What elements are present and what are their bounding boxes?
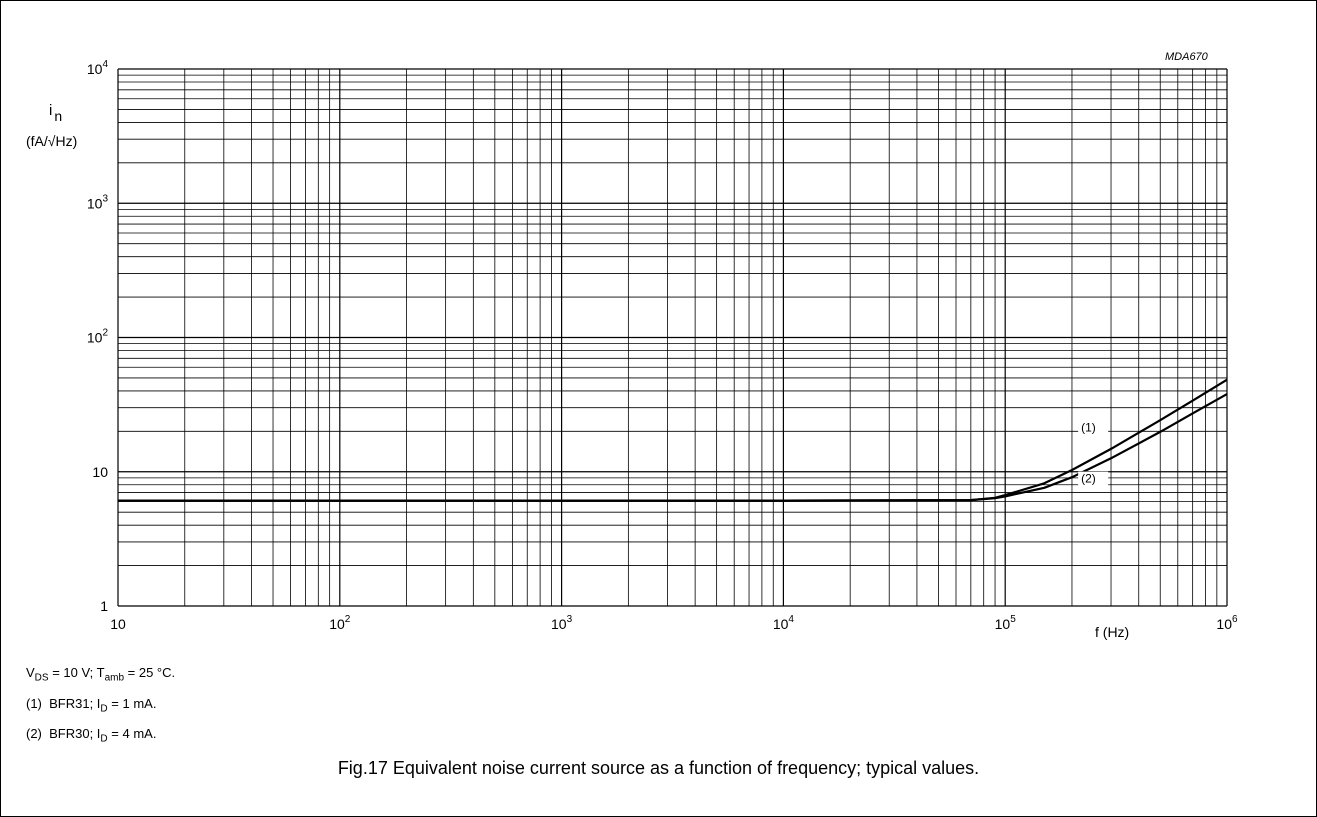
- x-tick-label: 105: [995, 614, 1017, 632]
- figure-caption: Fig.17 Equivalent noise current source a…: [337, 758, 980, 778]
- x-tick-label: 10: [110, 616, 126, 632]
- y-axis-unit: (fA/√Hz): [26, 133, 77, 149]
- x-axis-label: f (Hz): [1095, 624, 1130, 640]
- y-axis-unit-text: (fA/√Hz): [26, 133, 78, 149]
- y-tick-label: 104: [87, 59, 109, 77]
- series-label-bg: [1078, 471, 1109, 487]
- series-line-2: [118, 393, 1228, 502]
- y-tick-label: 10: [92, 464, 108, 480]
- note-2: (2) BFR30; ID = 4 mA.: [26, 726, 157, 745]
- x-tick-label: 102: [329, 614, 351, 632]
- x-tick-label: 104: [773, 614, 795, 632]
- figure-id: MDA670: [1165, 51, 1208, 63]
- y-tick-label: 1: [100, 598, 108, 614]
- y-axis-symbol: i: [49, 102, 53, 119]
- note-1: (1) BFR31; ID = 1 mA.: [26, 695, 157, 715]
- y-tick-label: 103: [87, 193, 109, 211]
- x-tick-label: 103: [551, 614, 573, 632]
- series-label-1: (1): [1081, 420, 1096, 434]
- y-tick-label: 102: [87, 328, 109, 346]
- figure-notes: VDS = 10 V; Tamb = 25 °C. (1) BFR31; ID …: [26, 660, 175, 752]
- y-axis-subscript: n: [54, 108, 63, 124]
- series-label-2: (2): [1081, 472, 1096, 486]
- series-label-bg: [1078, 420, 1109, 436]
- x-tick-label: 106: [1216, 614, 1238, 632]
- conditions-note: VDS = 10 V; Tamb = 25 °C.: [26, 665, 176, 684]
